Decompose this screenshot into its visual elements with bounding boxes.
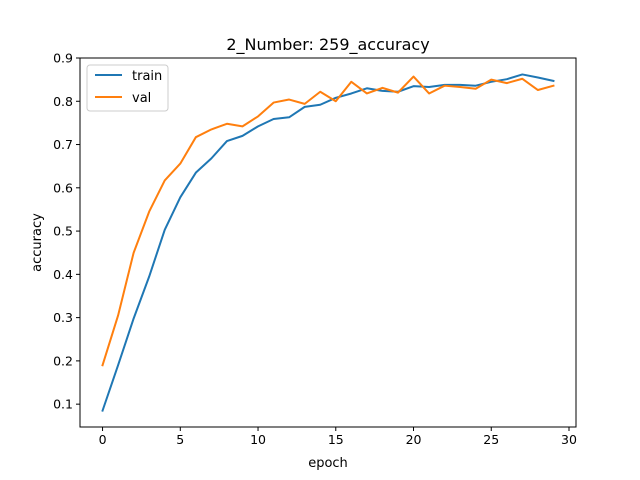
y-axis-label: accuracy <box>30 213 45 272</box>
y-tick-label: 0.7 <box>53 137 73 152</box>
legend: train val <box>86 64 169 112</box>
x-tick-label: 30 <box>561 432 577 447</box>
legend-label-val: val <box>132 91 151 106</box>
x-axis-label: epoch <box>308 456 348 471</box>
series-line-val <box>101 75 555 367</box>
y-tick-label: 0.6 <box>53 180 73 195</box>
series-line-train <box>101 73 555 412</box>
x-tick-label: 10 <box>250 432 266 447</box>
x-axis-ticks: 0 5 10 15 20 25 30 <box>99 427 577 447</box>
legend-label-train: train <box>132 69 162 84</box>
y-tick-label: 0.4 <box>53 267 73 282</box>
x-tick-label: 15 <box>328 432 344 447</box>
x-tick-label: 5 <box>176 432 184 447</box>
chart-title: 2_Number: 259_accuracy <box>226 35 429 55</box>
x-tick-label: 25 <box>483 432 499 447</box>
y-axis-ticks: 0.1 0.2 0.3 0.4 0.5 0.6 0.7 0.8 0.9 <box>53 51 80 412</box>
y-tick-label: 0.1 <box>53 397 73 412</box>
y-tick-label: 0.3 <box>53 310 73 325</box>
x-tick-label: 0 <box>99 432 107 447</box>
series-lines <box>101 73 555 412</box>
y-tick-label: 0.8 <box>53 94 73 109</box>
y-tick-label: 0.2 <box>53 353 73 368</box>
legend-box <box>86 64 169 112</box>
y-tick-label: 0.9 <box>53 51 73 66</box>
x-tick-label: 20 <box>406 432 422 447</box>
y-tick-label: 0.5 <box>53 224 73 239</box>
plot-frame <box>79 57 577 428</box>
